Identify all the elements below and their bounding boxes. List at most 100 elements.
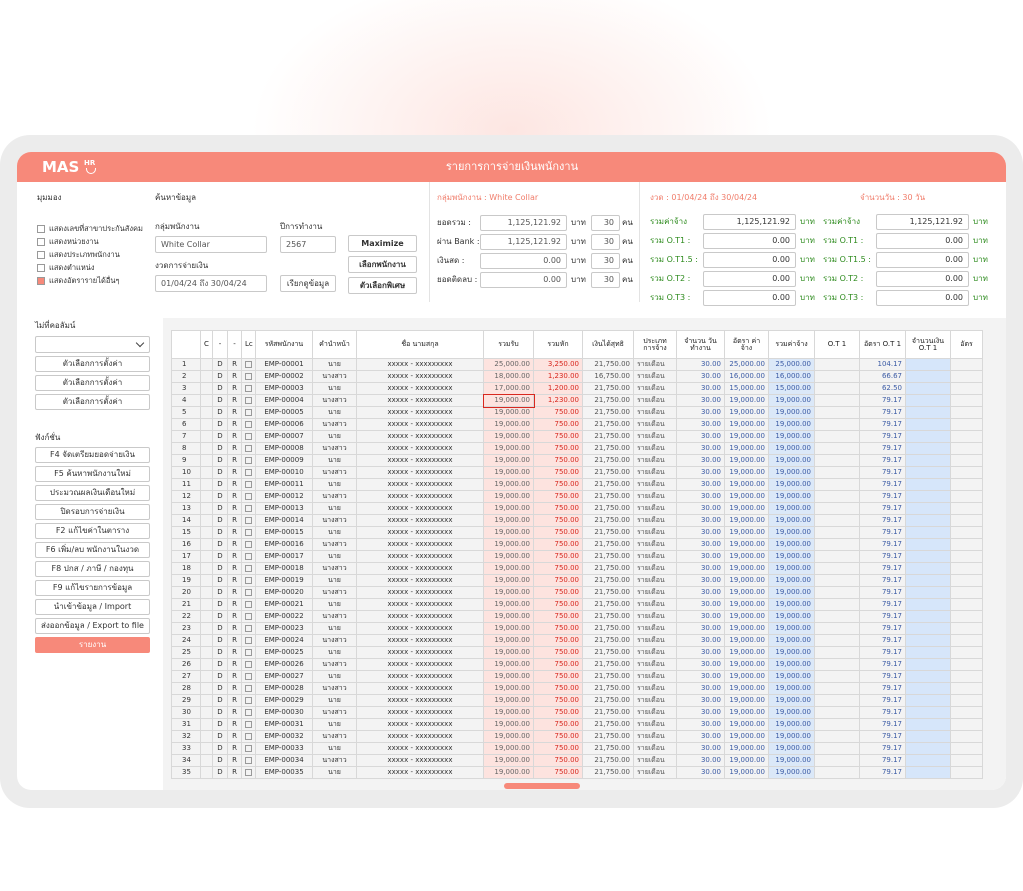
table-cell [241, 718, 256, 731]
row-checkbox[interactable] [245, 505, 252, 512]
button[interactable]: นำเข้าข้อมูล / Import [35, 599, 150, 615]
period-label: งวด : 01/04/24 ถึง 30/04/24 [650, 193, 758, 202]
row-checkbox[interactable] [245, 601, 252, 608]
button[interactable]: เลือกพนักงาน [348, 256, 417, 273]
checkbox[interactable] [37, 264, 45, 272]
table-cell: 19,000.00 [768, 694, 815, 707]
button[interactable]: F6 เพิ่ม/ลบ พนักงานในงวด [35, 542, 150, 558]
row-checkbox[interactable] [245, 457, 252, 464]
input[interactable]: 01/04/24 ถึง 30/04/24 [155, 275, 267, 292]
input[interactable]: 2567 [280, 236, 336, 253]
row-checkbox[interactable] [245, 721, 252, 728]
button[interactable]: F2 แก้ไขค่าในตาราง [35, 523, 150, 539]
row-checkbox[interactable] [245, 649, 252, 656]
input[interactable]: White Collar [155, 236, 267, 253]
row-checkbox[interactable] [245, 433, 252, 440]
button[interactable]: F9 แก้ไขรายการข้อมูล [35, 580, 150, 596]
field-label: รวม O.T2 : [650, 274, 691, 283]
row-checkbox[interactable] [245, 697, 252, 704]
button[interactable]: ตัวเลือกการตั้งค่า [35, 394, 150, 410]
table-cell [241, 514, 256, 527]
checkbox[interactable] [37, 238, 45, 246]
row-checkbox[interactable] [245, 637, 252, 644]
field-label: งวดการจ่ายเงิน [155, 261, 209, 270]
button[interactable]: ปิดรอบการจ่ายเงิน [35, 504, 150, 520]
table-cell: EMP-00013 [255, 502, 313, 515]
table-cell [241, 550, 256, 563]
button[interactable]: F4 จัดเตรียมยอดจ่ายเงิน [35, 447, 150, 463]
table-cell: 18,000.00 [483, 370, 534, 383]
table-cell: 79.17 [859, 694, 906, 707]
table-cell: R [227, 454, 242, 467]
table-cell [905, 634, 951, 647]
input: 1,125,121.92 [480, 234, 567, 250]
row-checkbox[interactable] [245, 613, 252, 620]
table-cell: 750.00 [533, 526, 583, 539]
table-cell: xxxxx - xxxxxxxxx [356, 406, 484, 419]
table-cell: R [227, 766, 242, 779]
row-checkbox[interactable] [245, 589, 252, 596]
unit: บาท [571, 237, 586, 246]
row-checkbox[interactable] [245, 409, 252, 416]
table-cell: 30.00 [676, 394, 725, 407]
table-cell: R [227, 598, 242, 611]
row-checkbox[interactable] [245, 745, 252, 752]
row-checkbox[interactable] [245, 421, 252, 428]
table-cell [905, 514, 951, 527]
button[interactable]: ส่งออกข้อมูล / Export to file [35, 618, 150, 634]
button[interactable]: ตัวเลือกการตั้งค่า [35, 375, 150, 391]
table-cell [814, 526, 860, 539]
row-checkbox[interactable] [245, 769, 252, 776]
table-cell: D [212, 706, 228, 719]
table-cell: 30.00 [676, 622, 725, 635]
row-checkbox[interactable] [245, 685, 252, 692]
table-cell: นาย [312, 766, 357, 779]
row-checkbox[interactable] [245, 553, 252, 560]
row-checkbox[interactable] [245, 361, 252, 368]
button[interactable]: F8 ปกส / ภาษี / กองทุน [35, 561, 150, 577]
row-checkbox[interactable] [245, 757, 252, 764]
select[interactable] [35, 336, 150, 353]
row-checkbox[interactable] [245, 673, 252, 680]
button[interactable]: ตัวเลือกพิเศษ [348, 277, 417, 294]
button[interactable]: Maximize [348, 235, 417, 252]
table-cell: R [227, 562, 242, 575]
table-cell: 79.17 [859, 742, 906, 755]
table-cell: 19,000.00 [768, 586, 815, 599]
row-checkbox[interactable] [245, 481, 252, 488]
button[interactable]: F5 ค้นหาพนักงานใหม่ [35, 466, 150, 482]
table-cell: 21 [171, 598, 201, 611]
row-checkbox[interactable] [245, 469, 252, 476]
table-cell [814, 490, 860, 503]
checkbox[interactable] [37, 225, 45, 233]
table-cell: นางสาว [312, 754, 357, 767]
table-cell [950, 478, 983, 491]
row-checkbox[interactable] [245, 529, 252, 536]
row-checkbox[interactable] [245, 373, 252, 380]
row-checkbox[interactable] [245, 541, 252, 548]
field-label: รวมค่าจ้าง [823, 217, 860, 226]
table-cell: xxxxx - xxxxxxxxx [356, 550, 484, 563]
row-checkbox[interactable] [245, 493, 252, 500]
button[interactable]: เรียกดูข้อมูล [280, 275, 336, 292]
row-checkbox[interactable] [245, 397, 252, 404]
checkbox[interactable] [37, 251, 45, 259]
checkbox[interactable] [37, 277, 45, 285]
row-checkbox[interactable] [245, 445, 252, 452]
row-checkbox[interactable] [245, 577, 252, 584]
table-cell [814, 682, 860, 695]
table-cell: 30.00 [676, 466, 725, 479]
scrollbar[interactable] [504, 783, 580, 789]
row-checkbox[interactable] [245, 709, 252, 716]
row-checkbox[interactable] [245, 625, 252, 632]
button[interactable]: ประมวณผลเงินเดือนใหม่ [35, 485, 150, 501]
row-checkbox[interactable] [245, 565, 252, 572]
table-cell: R [227, 610, 242, 623]
row-checkbox[interactable] [245, 385, 252, 392]
row-checkbox[interactable] [245, 517, 252, 524]
row-checkbox[interactable] [245, 661, 252, 668]
row-checkbox[interactable] [245, 733, 252, 740]
button[interactable]: รายงาน [35, 637, 150, 653]
table-cell: นาย [312, 478, 357, 491]
button[interactable]: ตัวเลือกการตั้งค่า [35, 356, 150, 372]
